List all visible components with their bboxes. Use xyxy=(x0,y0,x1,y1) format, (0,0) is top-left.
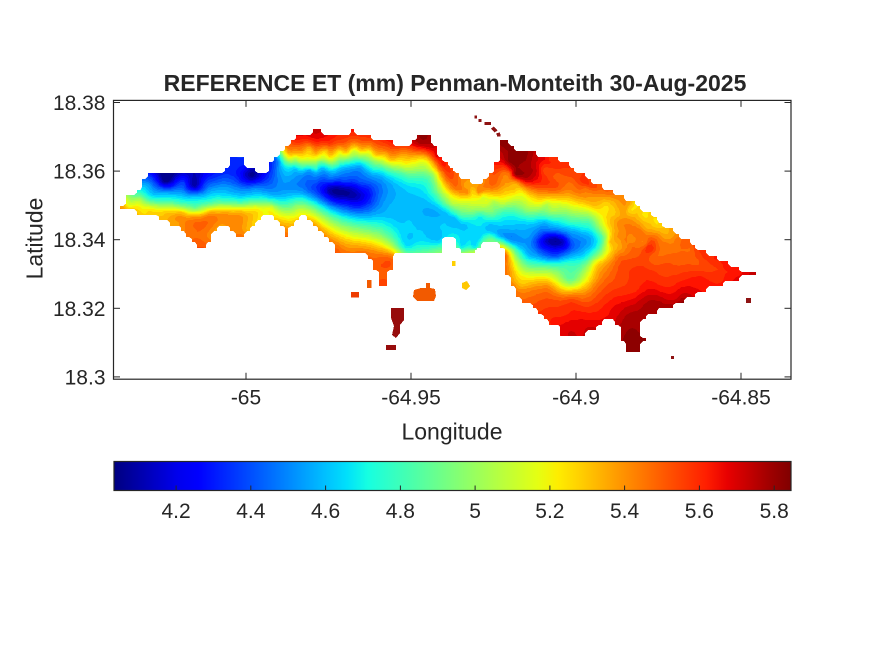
svg-text:18.3: 18.3 xyxy=(65,366,106,389)
svg-text:18.38: 18.38 xyxy=(53,92,106,115)
svg-text:4.4: 4.4 xyxy=(236,500,266,523)
svg-text:18.34: 18.34 xyxy=(53,229,106,252)
svg-text:REFERENCE ET (mm) Penman-Monte: REFERENCE ET (mm) Penman-Monteith 30-Aug… xyxy=(164,70,747,96)
svg-text:-64.95: -64.95 xyxy=(381,387,441,410)
svg-text:5: 5 xyxy=(469,500,481,523)
svg-text:5.2: 5.2 xyxy=(535,500,564,523)
svg-text:-64.85: -64.85 xyxy=(711,387,771,410)
svg-text:-65: -65 xyxy=(231,387,261,410)
svg-text:-64.9: -64.9 xyxy=(552,387,600,410)
svg-text:Longitude: Longitude xyxy=(401,419,502,445)
svg-text:5.8: 5.8 xyxy=(760,500,789,523)
svg-text:4.6: 4.6 xyxy=(311,500,340,523)
svg-text:18.32: 18.32 xyxy=(53,298,106,321)
svg-text:5.4: 5.4 xyxy=(610,500,640,523)
svg-text:Latitude: Latitude xyxy=(22,198,48,280)
svg-text:18.36: 18.36 xyxy=(53,161,106,184)
svg-text:4.2: 4.2 xyxy=(161,500,190,523)
svg-text:4.8: 4.8 xyxy=(386,500,415,523)
svg-text:5.6: 5.6 xyxy=(685,500,714,523)
